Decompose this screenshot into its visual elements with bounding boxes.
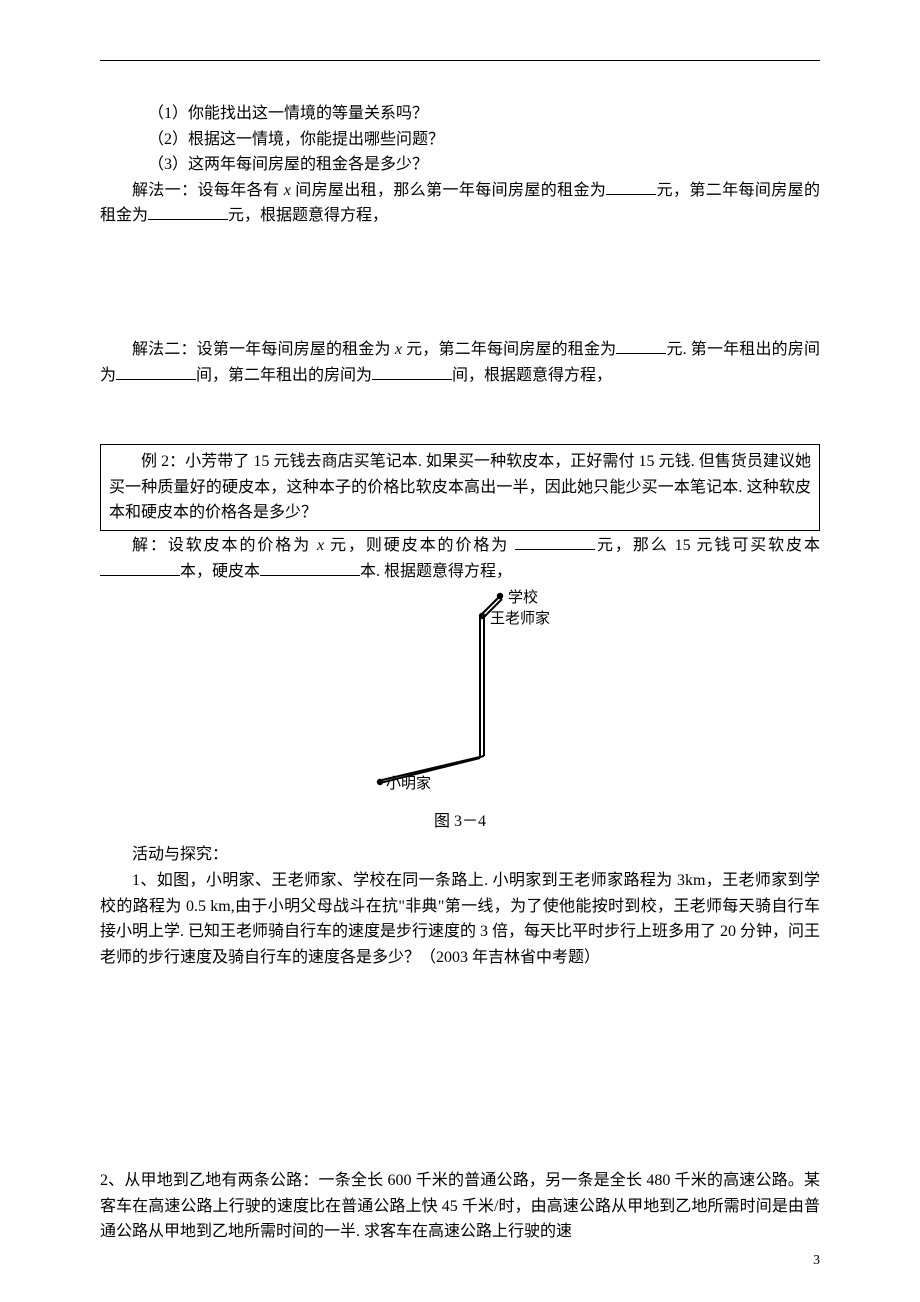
blank	[116, 379, 196, 380]
page-number: 3	[813, 1250, 820, 1272]
activity-title: 活动与探究：	[100, 842, 820, 868]
header-rule	[100, 60, 820, 61]
blank	[616, 353, 666, 354]
sol-text-a: 解：设软皮本的价格为	[132, 537, 317, 554]
label-xiaoming: 小明家	[386, 775, 431, 792]
blank	[372, 379, 452, 380]
method1-text-a: 解法一：设每年各有	[132, 182, 284, 199]
problem-1: 1、如图，小明家、王老师家、学校在同一条路上. 小明家到王老师家路程为 3km，…	[100, 868, 820, 970]
question-2: （2）根据这一情境，你能提出哪些问题？	[100, 127, 820, 153]
blank	[100, 575, 180, 576]
blank	[515, 549, 595, 550]
method2-text-e: 间，根据题意得方程，	[452, 367, 612, 384]
method2-text-a: 解法二：设第一年每间房屋的租金为	[132, 341, 395, 358]
method1-text-b: 间房屋出租，那么第一年每间房屋的租金为	[291, 182, 606, 199]
blank	[606, 194, 656, 195]
example-2-text: 例 2：小芳带了 15 元钱去商店买笔记本. 如果买一种软皮本，正好需付 15 …	[109, 449, 811, 526]
method-1: 解法一：设每年各有 x 间房屋出租，那么第一年每间房屋的租金为元，第二年每间房屋…	[100, 178, 820, 229]
sol-text-e: 本. 根据题意得方程，	[360, 563, 512, 580]
problem-2: 2、从甲地到乙地有两条公路：一条全长 600 千米的普通公路，另一条是全长 48…	[100, 1168, 820, 1245]
question-3: （3）这两年每间房屋的租金各是多少？	[100, 152, 820, 178]
question-1: （1）你能找出这一情境的等量关系吗？	[100, 101, 820, 127]
sol-text-b: 元，则硬皮本的价格为	[324, 537, 515, 554]
sol-text-c: 元，那么 15 元钱可买软皮本	[595, 537, 820, 554]
blank	[260, 575, 360, 576]
label-school: 学校	[508, 589, 538, 606]
figure-caption: 图 3－4	[100, 809, 820, 835]
route-diagram: 学校 王老师家 小明家	[100, 588, 820, 807]
method2-text-d: 间，第二年租出的房间为	[196, 367, 372, 384]
document-page: （1）你能找出这一情境的等量关系吗？ （2）根据这一情境，你能提出哪些问题？ （…	[0, 0, 920, 1285]
var-x: x	[395, 341, 402, 358]
var-x: x	[284, 182, 291, 199]
blank	[148, 219, 228, 220]
label-teacher: 王老师家	[490, 610, 550, 627]
method1-text-d: 元，根据题意得方程，	[228, 207, 388, 224]
example-2-box: 例 2：小芳带了 15 元钱去商店买笔记本. 如果买一种软皮本，正好需付 15 …	[100, 444, 820, 531]
method2-text-b: 元，第二年每间房屋的租金为	[402, 341, 616, 358]
sol-text-d: 本，硬皮本	[180, 563, 260, 580]
method-2: 解法二：设第一年每间房屋的租金为 x 元，第二年每间房屋的租金为元. 第一年租出…	[100, 337, 820, 388]
solution: 解：设软皮本的价格为 x 元，则硬皮本的价格为 元，那么 15 元钱可买软皮本本…	[100, 533, 820, 584]
